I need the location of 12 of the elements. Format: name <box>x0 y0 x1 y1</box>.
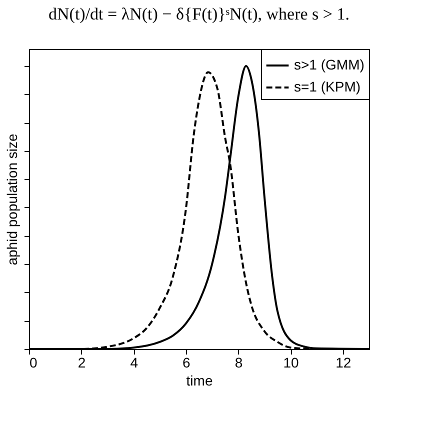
x-axis-title: time <box>186 372 213 388</box>
x-tick-label: 10 <box>283 354 300 370</box>
x-tick-label: 4 <box>130 354 138 370</box>
x-tick-label: 2 <box>78 354 86 370</box>
legend-label: s>1 (GMM) <box>294 56 364 72</box>
legend-label: s=1 (KPM) <box>294 78 361 94</box>
chart-title: dN(t)/dt = λN(t) − δ{F(t)}ˢN(t), where s > 1. <box>48 4 350 24</box>
x-tick-label: 6 <box>182 354 191 370</box>
y-axis-title: aphid population size <box>4 134 20 266</box>
x-tick-label: 12 <box>336 354 352 370</box>
x-tick-label: 8 <box>234 354 243 370</box>
x-tick-label: 0 <box>30 354 38 370</box>
